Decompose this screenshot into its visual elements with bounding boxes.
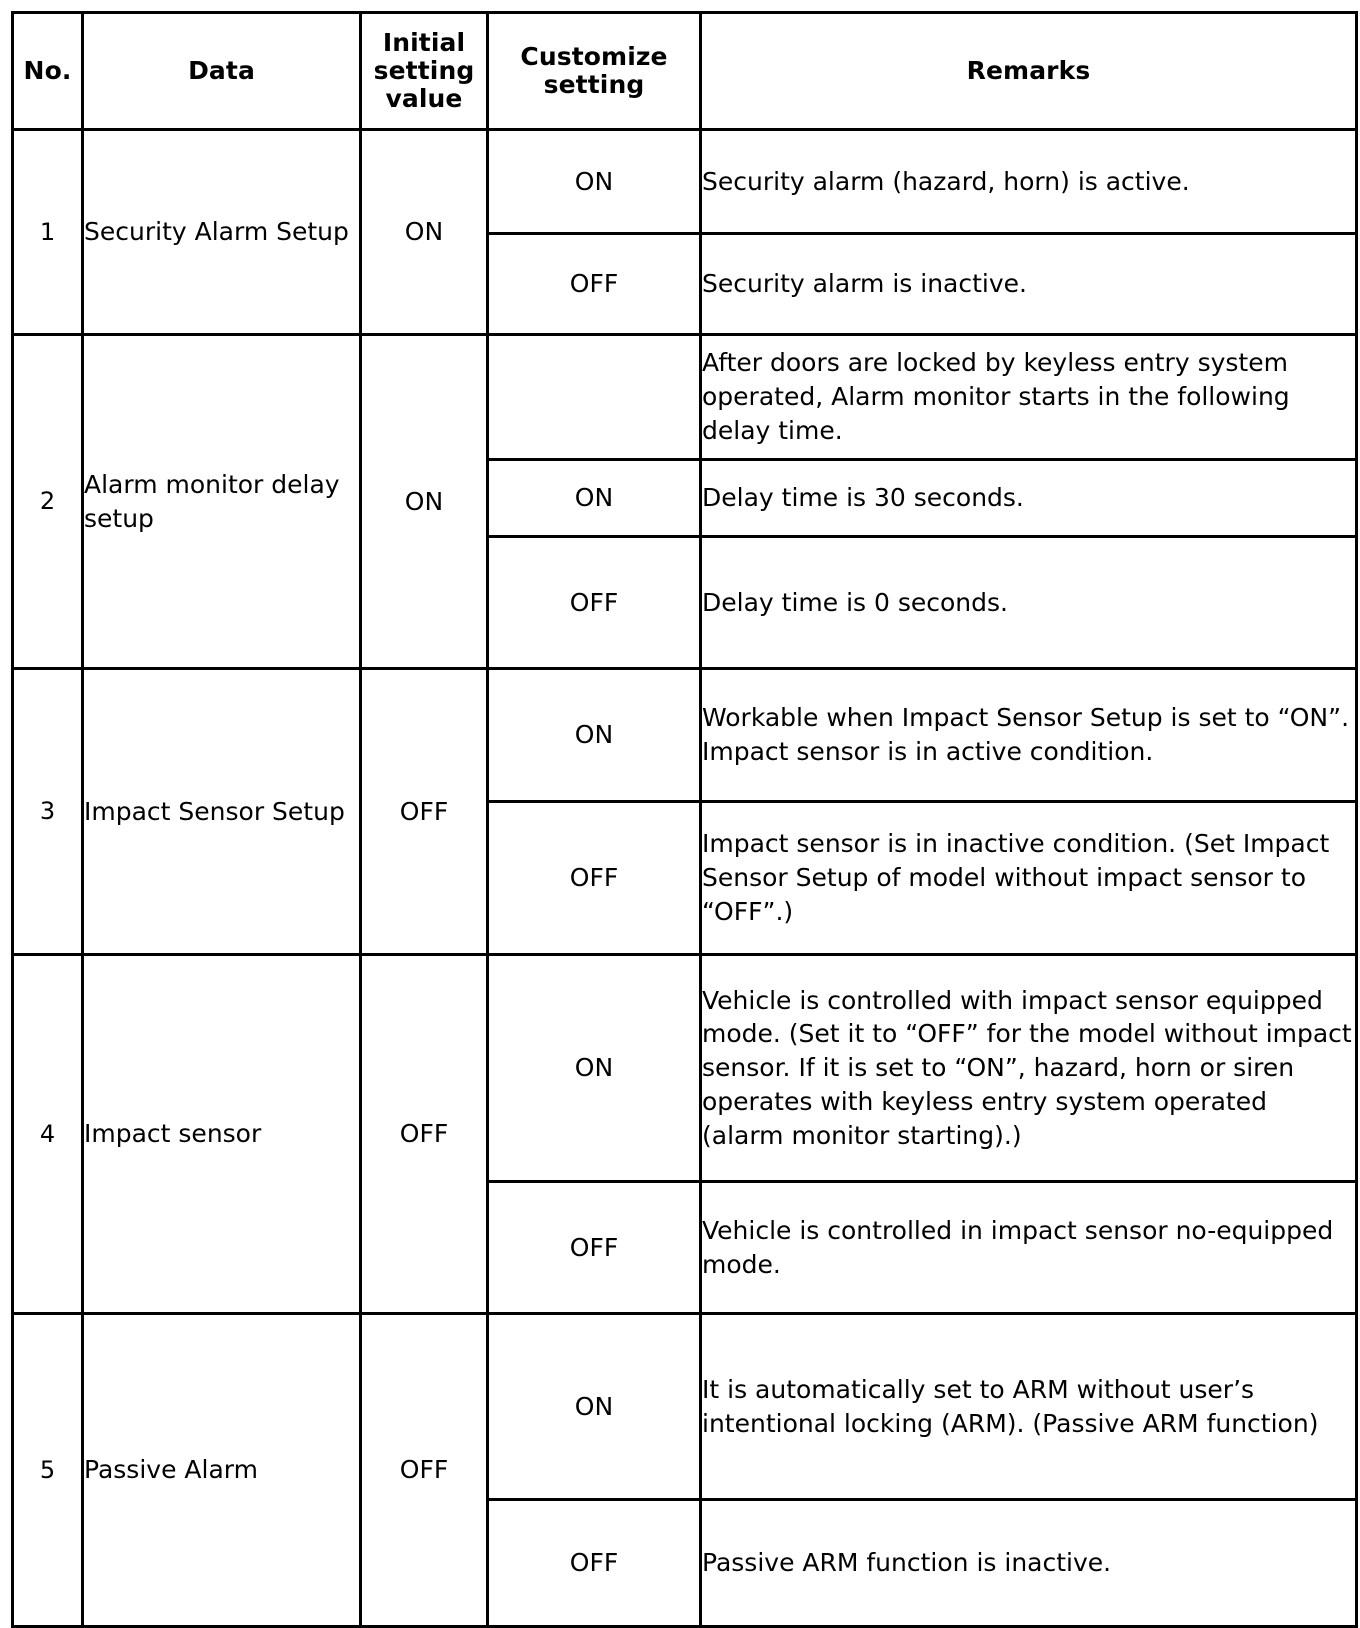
table-row: 2 Alarm monitor delay setup ON After doo…: [11, 333, 1358, 670]
cell-customize-4b: OFF: [486, 1180, 702, 1315]
cell-remarks-2b: Delay time is 30 seconds.: [699, 458, 1358, 538]
table-row: OFF Delay time is 0 seconds.: [13, 535, 1358, 670]
cell-customize-3a: ON: [486, 667, 702, 803]
cell-remarks-3b: Impact sensor is in inactive condition. …: [699, 800, 1358, 956]
security-settings-table: No. Data Initial setting value Customize…: [11, 11, 1358, 1628]
cell-no-3: 3: [11, 667, 84, 956]
table-row: ON Delay time is 30 seconds.: [13, 458, 1358, 538]
column-header-data: Data: [81, 11, 362, 131]
table-row: OFF Impact sensor is in inactive conditi…: [13, 800, 1358, 956]
cell-initial-3: OFF: [359, 667, 489, 956]
cell-customize-1b: OFF: [486, 232, 702, 336]
cell-customize-1a: ON: [486, 128, 702, 235]
cell-remarks-1b: Security alarm is inactive.: [699, 232, 1358, 336]
table-row: 3 Impact Sensor Setup OFF ON Workable wh…: [11, 667, 1358, 956]
cell-data-3: Impact Sensor Setup: [81, 667, 362, 956]
cell-data-2: Alarm monitor delay setup: [81, 333, 362, 670]
table-row: OFF Passive ARM function is inactive.: [13, 1498, 1358, 1628]
cell-no-4: 4: [11, 953, 84, 1315]
cell-customize-4a: ON: [486, 953, 702, 1183]
cell-customize-5b: OFF: [486, 1498, 702, 1628]
cell-customize-2c: OFF: [486, 535, 702, 670]
cell-remarks-2a: After doors are locked by keyless entry …: [699, 333, 1358, 461]
header-row: No. Data Initial setting value Customize…: [11, 11, 1358, 131]
column-header-no: No.: [11, 11, 84, 131]
cell-remarks-4b: Vehicle is controlled in impact sensor n…: [699, 1180, 1358, 1315]
cell-data-1: Security Alarm Setup: [81, 128, 362, 336]
table-row: 1 Security Alarm Setup ON ON Security al…: [11, 128, 1358, 336]
cell-initial-2: ON: [359, 333, 489, 670]
cell-remarks-2c: Delay time is 0 seconds.: [699, 535, 1358, 670]
table-row: 5 Passive Alarm OFF ON It is automatical…: [11, 1312, 1358, 1628]
cell-no-1: 1: [11, 128, 84, 336]
cell-no-2: 2: [11, 333, 84, 670]
cell-remarks-3a: Workable when Impact Sensor Setup is set…: [699, 667, 1358, 803]
cell-remarks-5a: It is automatically set to ARM without u…: [699, 1312, 1358, 1501]
cell-initial-4: OFF: [359, 953, 489, 1315]
cell-customize-2b: ON: [486, 458, 702, 538]
cell-customize-2a: [486, 333, 702, 461]
cell-remarks-4a: Vehicle is controlled with impact sensor…: [699, 953, 1358, 1183]
cell-no-5: 5: [11, 1312, 84, 1628]
table-body: 1 Security Alarm Setup ON ON Security al…: [11, 128, 1358, 1628]
cell-remarks-1a: Security alarm (hazard, horn) is active.: [699, 128, 1358, 235]
cell-customize-3b: OFF: [486, 800, 702, 956]
column-header-customize: Customize setting: [486, 11, 702, 131]
cell-data-5: Passive Alarm: [81, 1312, 362, 1628]
table-row: 4 Impact sensor OFF ON Vehicle is contro…: [11, 953, 1358, 1315]
cell-remarks-5b: Passive ARM function is inactive.: [699, 1498, 1358, 1628]
cell-data-4: Impact sensor: [81, 953, 362, 1315]
column-header-initial: Initial setting value: [359, 11, 489, 131]
table-row: OFF Security alarm is inactive.: [13, 232, 1358, 336]
table-row: OFF Vehicle is controlled in impact sens…: [13, 1180, 1358, 1315]
cell-initial-5: OFF: [359, 1312, 489, 1628]
cell-initial-1: ON: [359, 128, 489, 336]
table-header: No. Data Initial setting value Customize…: [11, 11, 1358, 131]
column-header-remarks: Remarks: [699, 11, 1358, 131]
cell-customize-5a: ON: [486, 1312, 702, 1501]
